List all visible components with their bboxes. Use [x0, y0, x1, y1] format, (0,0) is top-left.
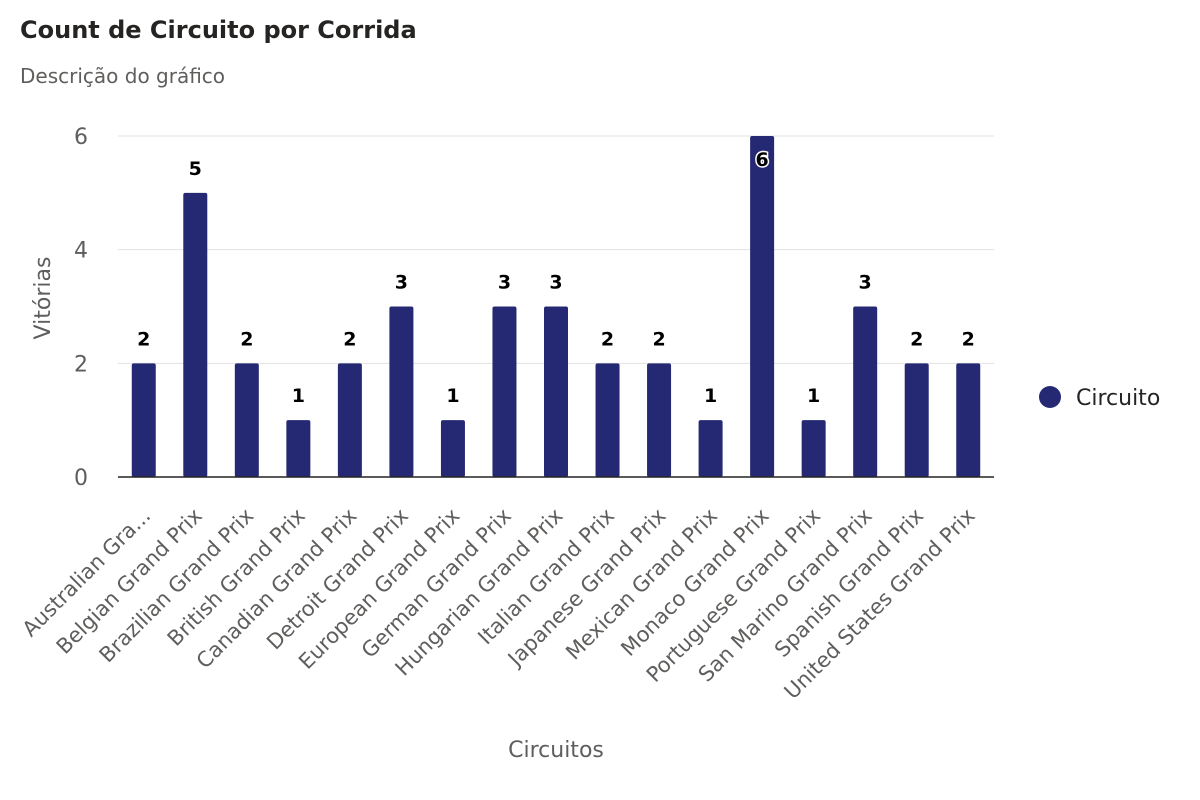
data-label: 2: [652, 328, 665, 350]
data-label: 2: [601, 328, 614, 350]
data-label: 2: [962, 328, 975, 350]
bar[interactable]: [183, 192, 208, 478]
legend-marker: [1039, 386, 1061, 408]
bar[interactable]: [492, 306, 517, 478]
data-label: 3: [498, 272, 511, 294]
data-label: 1: [704, 385, 717, 407]
bars: [131, 136, 981, 478]
bar[interactable]: [750, 136, 775, 477]
bar[interactable]: [234, 363, 259, 477]
bar[interactable]: [956, 363, 981, 477]
data-label: 3: [395, 272, 408, 294]
y-tick-label: 6: [74, 125, 88, 150]
chart-title: Count de Circuito por Corrida: [20, 16, 417, 44]
x-axis-title: Circuitos: [508, 738, 604, 763]
data-label: 1: [292, 385, 305, 407]
legend-label-circuito: Circuito: [1076, 386, 1160, 411]
data-label: 1: [446, 385, 459, 407]
y-tick-label: 2: [74, 352, 88, 377]
x-axis: Australian Gra...Belgian Grand PrixBrazi…: [18, 476, 994, 704]
legend[interactable]: Circuito: [1039, 386, 1160, 411]
bar[interactable]: [131, 363, 156, 477]
data-label: 1: [807, 385, 820, 407]
y-axis-title: Vitórias: [31, 257, 56, 340]
data-label: 6: [756, 149, 769, 171]
data-label: 5: [189, 158, 202, 180]
bar[interactable]: [544, 306, 568, 478]
y-axis: 0 2 4 6: [74, 125, 88, 491]
y-tick-label: 4: [74, 239, 88, 264]
bar[interactable]: [440, 420, 465, 477]
bar[interactable]: [698, 420, 723, 477]
data-label: 2: [137, 328, 150, 350]
bar[interactable]: [595, 363, 620, 477]
bar[interactable]: [904, 363, 929, 477]
data-label: 3: [859, 272, 872, 294]
y-tick-label: 0: [74, 466, 88, 491]
data-label: 2: [343, 328, 356, 350]
bar[interactable]: [389, 306, 414, 478]
data-label: 2: [910, 328, 923, 350]
bar[interactable]: [286, 420, 311, 477]
bar[interactable]: [853, 306, 878, 478]
data-label: 3: [549, 272, 562, 294]
bar[interactable]: [647, 363, 672, 477]
bar[interactable]: [801, 420, 826, 477]
data-labels: 2 5 2 1 2 3 1 3 3 2 2 1 6 1 3 2 2: [137, 148, 975, 408]
chart-subtitle: Descrição do gráfico: [20, 64, 226, 88]
data-label: 2: [240, 328, 253, 350]
bar[interactable]: [337, 363, 362, 477]
